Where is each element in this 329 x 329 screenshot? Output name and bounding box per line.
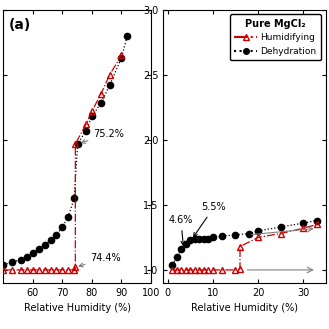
Text: 75.2%: 75.2%: [82, 129, 124, 143]
X-axis label: Relative Humidity (%): Relative Humidity (%): [191, 303, 298, 313]
Text: 5.5%: 5.5%: [193, 202, 226, 237]
Text: 74.4%: 74.4%: [79, 253, 121, 267]
X-axis label: Relative Humidity (%): Relative Humidity (%): [24, 303, 131, 313]
Text: (a): (a): [9, 18, 32, 32]
Text: 4.6%: 4.6%: [169, 215, 193, 245]
Legend: Humidifying, Dehydration: Humidifying, Dehydration: [230, 14, 321, 61]
